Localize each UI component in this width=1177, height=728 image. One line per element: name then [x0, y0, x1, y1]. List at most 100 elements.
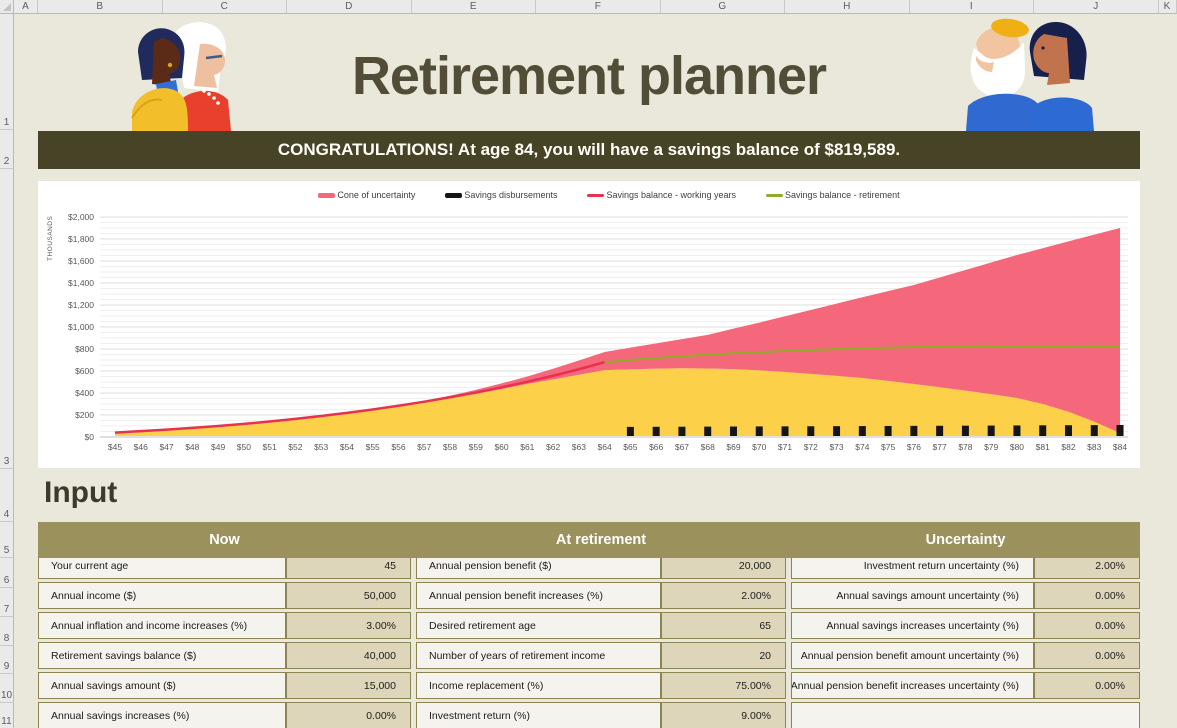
input-label: Desired retirement age	[416, 612, 661, 639]
group-header-uncertainty: Uncertainty	[925, 532, 1006, 548]
input-value-cell[interactable]: 15,000	[286, 672, 411, 699]
row-header-3[interactable]: 3	[0, 169, 14, 469]
couple-illustration-left	[131, 22, 231, 131]
worksheet[interactable]: Retirement planner	[14, 14, 1177, 728]
column-header-B[interactable]: B	[38, 0, 163, 14]
input-label: Annual savings amount uncertainty (%)	[791, 582, 1034, 609]
svg-text:$54: $54	[340, 442, 354, 452]
svg-text:$61: $61	[520, 442, 534, 452]
row-header-5[interactable]: 5	[0, 522, 14, 558]
svg-text:$73: $73	[829, 442, 843, 452]
svg-text:$58: $58	[443, 442, 457, 452]
input-value-cell[interactable]: 0.00%	[1034, 612, 1140, 639]
svg-text:$0: $0	[85, 432, 95, 442]
input-value-cell[interactable]: 3.00%	[286, 612, 411, 639]
input-value-cell[interactable]: 65	[661, 612, 786, 639]
input-value-cell[interactable]: 40,000	[286, 642, 411, 669]
input-label: Income replacement (%)	[416, 672, 661, 699]
legend-item-retirement: Savings balance - retirement	[766, 190, 900, 200]
svg-text:$62: $62	[546, 442, 560, 452]
column-header-F[interactable]: F	[536, 0, 661, 14]
svg-text:$48: $48	[185, 442, 199, 452]
svg-text:$70: $70	[752, 442, 766, 452]
row-header-11[interactable]: 11	[0, 703, 14, 728]
input-empty-cell	[791, 702, 1140, 728]
row-header-9[interactable]: 9	[0, 646, 14, 674]
column-header-J[interactable]: J	[1034, 0, 1159, 14]
svg-text:$57: $57	[417, 442, 431, 452]
legend-item-working-years: Savings balance - working years	[587, 190, 736, 200]
column-header-I[interactable]: I	[909, 0, 1034, 14]
svg-text:$55: $55	[366, 442, 380, 452]
legend-item-cone: Cone of uncertainty	[318, 190, 415, 200]
svg-text:$83: $83	[1087, 442, 1101, 452]
input-value-cell[interactable]: 0.00%	[286, 702, 411, 728]
svg-text:$49: $49	[211, 442, 225, 452]
chart-plot-area: $0 $200 $400 $600 $800 $1,000 $1,200 $1,400 $1,6…	[38, 181, 1140, 473]
legend-swatch-icon	[587, 193, 605, 197]
legend-label: Cone of uncertainty	[337, 190, 416, 200]
svg-text:$47: $47	[159, 442, 173, 452]
svg-text:$82: $82	[1061, 442, 1075, 452]
svg-text:$77: $77	[933, 442, 947, 452]
input-label: Annual inflation and income increases (%…	[38, 612, 286, 639]
svg-text:$66: $66	[649, 442, 663, 452]
chart-legend: Cone of uncertainty Savings disbursements…	[38, 190, 1140, 200]
input-label: Annual savings increases (%)	[38, 702, 286, 728]
select-all-triangle-icon	[3, 3, 11, 11]
input-label: Annual savings amount ($)	[38, 672, 286, 699]
column-header-E[interactable]: E	[411, 0, 536, 14]
input-value-cell[interactable]: 50,000	[286, 582, 411, 609]
legend-label: Savings disbursements	[464, 190, 558, 200]
input-value-cell[interactable]: 9.00%	[661, 702, 786, 728]
input-value-cell[interactable]: 20	[661, 642, 786, 669]
svg-text:$79: $79	[984, 442, 998, 452]
column-header-K[interactable]: K	[1158, 0, 1177, 14]
input-value-cell[interactable]: 75.00%	[661, 672, 786, 699]
svg-text:$78: $78	[958, 442, 972, 452]
row-header-8[interactable]: 8	[0, 617, 14, 646]
group-header-at-retirement: At retirement	[555, 532, 647, 548]
svg-text:$51: $51	[263, 442, 277, 452]
row-header-1[interactable]: 1	[0, 14, 14, 130]
row-header-7[interactable]: 7	[0, 588, 14, 617]
row-header-10[interactable]: 10	[0, 674, 14, 703]
input-label: Retirement savings balance ($)	[38, 642, 286, 669]
svg-text:$50: $50	[237, 442, 251, 452]
input-value-cell[interactable]: 0.00%	[1034, 582, 1140, 609]
input-label: Annual pension benefit increases uncerta…	[791, 672, 1034, 699]
svg-text:$1,800: $1,800	[68, 234, 94, 244]
svg-text:$600: $600	[75, 366, 94, 376]
input-table: Now At retirement Uncertainty Your current…	[38, 522, 1140, 728]
retirement-chart: $0 $200 $400 $600 $800 $1,000 $1,200 $1,400 $1,6…	[38, 181, 1140, 468]
svg-text:$67: $67	[675, 442, 689, 452]
legend-swatch-icon	[766, 193, 784, 197]
column-header-H[interactable]: H	[785, 0, 910, 14]
svg-text:$800: $800	[75, 344, 94, 354]
column-header-D[interactable]: D	[287, 0, 412, 14]
column-header-C[interactable]: C	[162, 0, 287, 14]
legend-item-disbursements: Savings disbursements	[445, 190, 557, 200]
legend-label: Savings balance - retirement	[785, 190, 900, 200]
column-header-A[interactable]: A	[14, 0, 38, 14]
svg-text:$75: $75	[881, 442, 895, 452]
input-value-cell[interactable]: 2.00%	[661, 582, 786, 609]
input-value-cell[interactable]: 0.00%	[1034, 642, 1140, 669]
svg-text:$64: $64	[598, 442, 612, 452]
row-header-2[interactable]: 2	[0, 130, 14, 169]
congratulations-banner: CONGRATULATIONS! At age 84, you will hav…	[38, 131, 1140, 169]
svg-text:$65: $65	[623, 442, 637, 452]
svg-text:$200: $200	[75, 410, 94, 420]
row-header-4[interactable]: 4	[0, 469, 14, 522]
svg-text:$76: $76	[907, 442, 921, 452]
column-header-G[interactable]: G	[660, 0, 785, 14]
row-header-6[interactable]: 6	[0, 558, 14, 588]
svg-text:$74: $74	[855, 442, 869, 452]
couple-illustration-right	[966, 18, 1094, 131]
input-value-cell[interactable]: 0.00%	[1034, 672, 1140, 699]
select-all-corner[interactable]	[0, 0, 14, 14]
row-headers: 1 2 3 4 5 6 7 8 9 10 11	[0, 14, 14, 728]
input-label: Annual pension benefit increases (%)	[416, 582, 661, 609]
